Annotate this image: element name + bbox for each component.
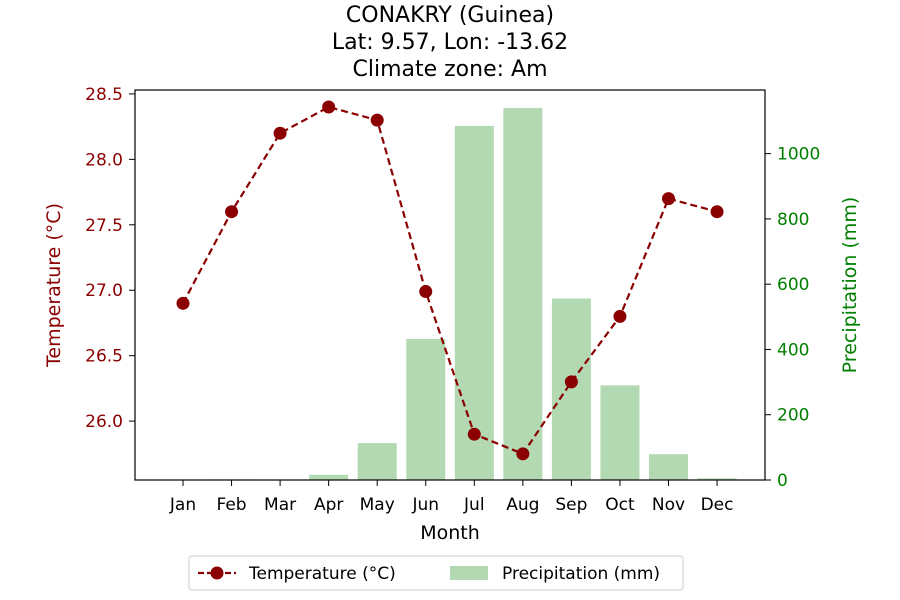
temperature-point (273, 126, 287, 140)
temperature-point (516, 447, 530, 461)
right-tick-label: 0 (777, 471, 788, 491)
temperature-point (370, 113, 384, 127)
x-tick-label: Dec (701, 495, 734, 515)
title-line-2: Lat: 9.57, Lon: -13.62 (332, 30, 568, 55)
precipitation-bar (649, 454, 688, 480)
left-tick-label: 26.0 (85, 412, 123, 432)
title-line-3: Climate zone: Am (352, 57, 547, 82)
right-axis-ticks: 0 200 400 600 800 1000 (765, 145, 820, 491)
precipitation-bar (600, 385, 640, 480)
legend-precipitation-label: Precipitation (mm) (502, 564, 660, 584)
right-tick-label: 800 (777, 210, 809, 230)
temperature-point (613, 309, 627, 323)
temperature-point (225, 205, 239, 219)
temperature-point (419, 285, 433, 299)
left-axis-ticks: 26.0 26.5 27.0 27.5 28.0 28.5 (85, 85, 135, 432)
temperature-series-line (182, 105, 718, 456)
temperature-line-layer (176, 100, 724, 461)
temperature-point (710, 205, 724, 219)
left-tick-label: 27.5 (85, 216, 123, 236)
x-tick-label: Apr (314, 495, 343, 515)
x-tick-label: Jul (463, 495, 485, 515)
x-tick-label: Nov (652, 495, 685, 515)
legend-temperature-marker (210, 566, 224, 580)
precipitation-bar (503, 107, 543, 480)
temperature-point (564, 375, 578, 389)
x-tick-label: Feb (216, 495, 246, 515)
x-tick-label: Mar (264, 495, 296, 515)
x-axis-label: Month (420, 522, 480, 544)
precipitation-bar (551, 298, 591, 480)
precipitation-bars (163, 107, 737, 481)
precipitation-bar (697, 478, 737, 480)
right-axis-label: Precipitation (mm) (839, 197, 861, 374)
temperature-point (467, 427, 481, 441)
temperature-point (176, 296, 190, 310)
left-tick-label: 26.5 (85, 347, 123, 367)
right-tick-label: 400 (777, 340, 809, 360)
right-tick-label: 600 (777, 275, 809, 295)
left-tick-label: 27.0 (85, 281, 123, 301)
left-axis-label: Temperature (°C) (43, 203, 65, 368)
x-tick-label: May (360, 495, 395, 515)
temperature-point (662, 192, 675, 206)
x-tick-label: Sep (555, 495, 587, 515)
right-tick-label: 1000 (777, 145, 820, 165)
temperature-point (322, 100, 336, 114)
left-tick-label: 28.0 (85, 150, 123, 170)
title-line-1: CONAKRY (Guinea) (346, 3, 554, 28)
chart-title: CONAKRY (Guinea) Lat: 9.57, Lon: -13.62 … (332, 3, 568, 82)
precipitation-bar (454, 125, 494, 481)
legend: Temperature (°C) Precipitation (mm) (188, 555, 684, 591)
x-tick-label: Jun (411, 495, 439, 515)
precipitation-bar (406, 339, 446, 480)
legend-temperature-label: Temperature (°C) (248, 564, 396, 584)
x-tick-label: Oct (605, 495, 635, 515)
legend-frame (188, 555, 684, 591)
right-tick-label: 200 (777, 406, 809, 426)
x-tick-label: Aug (506, 495, 539, 515)
x-tick-label: Jan (169, 495, 196, 515)
precipitation-bar (309, 474, 349, 480)
plot-area-frame (134, 89, 766, 481)
x-axis-ticks: Jan Feb Mar Apr May Jun Jul Aug Sep Oct Nov Dec (169, 480, 734, 515)
left-tick-label: 28.5 (85, 85, 123, 105)
legend-precipitation-swatch (450, 566, 488, 580)
precipitation-bar (357, 443, 397, 480)
